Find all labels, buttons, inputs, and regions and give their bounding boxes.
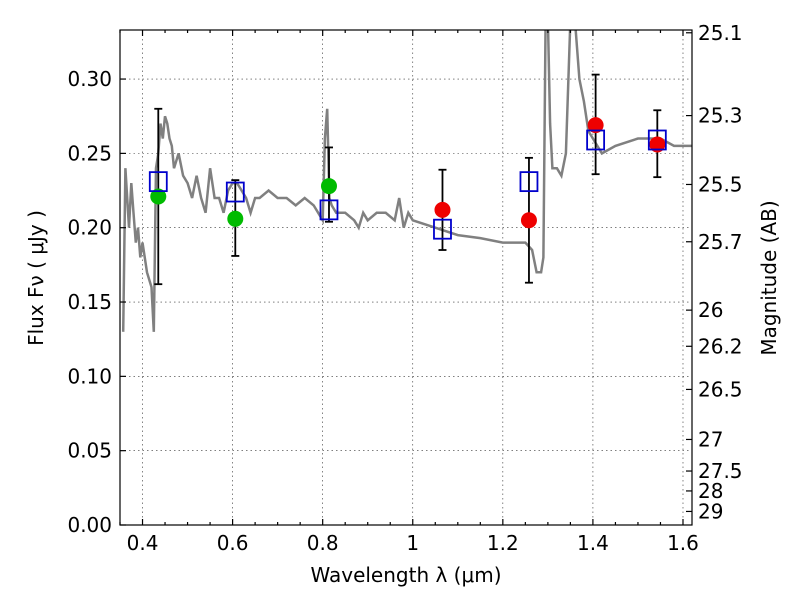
x-tick-label: 0.8 — [307, 531, 339, 555]
y-tick-label: 0.15 — [67, 290, 112, 314]
x-tick-label: 1.4 — [577, 531, 609, 555]
mag-tick-label: 29 — [698, 499, 723, 523]
y-axis-label: Flux Fν ( μJy ) — [24, 210, 48, 346]
y-tick-label: 0.25 — [67, 141, 112, 165]
mag-tick-label: 27.5 — [698, 459, 743, 483]
mag-tick-label: 27 — [698, 427, 723, 451]
squares-layer — [148, 129, 667, 240]
x-tick-label: 1 — [406, 531, 419, 555]
y-tick-label: 0.10 — [67, 364, 112, 388]
red-point — [649, 136, 666, 153]
y-tick-label: 0.20 — [67, 216, 112, 240]
red-points-layer — [434, 117, 666, 229]
y-tick-label: 0.00 — [67, 513, 112, 537]
plot-frame — [119, 29, 693, 526]
mag-tick-label: 25.7 — [698, 230, 743, 254]
mag-tick-label: 26.2 — [698, 334, 743, 358]
x-tick-label: 0.6 — [217, 531, 249, 555]
x-tick-label: 0.4 — [127, 531, 159, 555]
green-point — [227, 210, 244, 227]
square-marker — [519, 171, 539, 193]
square-marker — [433, 218, 452, 240]
mag-tick-label: 25.5 — [698, 172, 743, 196]
green-point — [320, 178, 337, 195]
x-tick-label: 1.6 — [667, 531, 699, 555]
grid-layer — [120, 30, 692, 525]
red-point — [520, 212, 537, 229]
square-marker — [319, 199, 339, 221]
green-points-layer — [150, 178, 337, 227]
red-point — [587, 117, 604, 134]
y-tick-label: 0.05 — [67, 439, 112, 463]
mag-tick-label: 25.1 — [698, 21, 743, 45]
green-point — [150, 188, 167, 205]
square-marker — [148, 171, 168, 193]
square-marker — [586, 129, 606, 151]
square-marker — [225, 181, 245, 203]
mag-tick-label: 26.5 — [698, 377, 743, 401]
x-tick-label: 1.2 — [487, 531, 519, 555]
mag-tick-label: 26 — [698, 298, 723, 322]
red-point — [434, 201, 451, 218]
y-tick-label: 0.30 — [67, 67, 112, 91]
model-layer — [121, 30, 692, 332]
mag-tick-label: 25.3 — [698, 104, 743, 128]
square-marker — [647, 129, 667, 151]
axis-layer: 0.4 0.6 0.8 1 1.2 1.4 1.6 0.00 0.05 0.10 0.15 0.20 0… — [67, 21, 742, 555]
model-spectrum-line — [121, 30, 692, 332]
x-axis-label: Wavelength λ (μm) — [310, 563, 501, 587]
mag-tick-label: 28 — [698, 479, 723, 503]
right-axis-label: Magnitude (AB) — [757, 200, 781, 355]
